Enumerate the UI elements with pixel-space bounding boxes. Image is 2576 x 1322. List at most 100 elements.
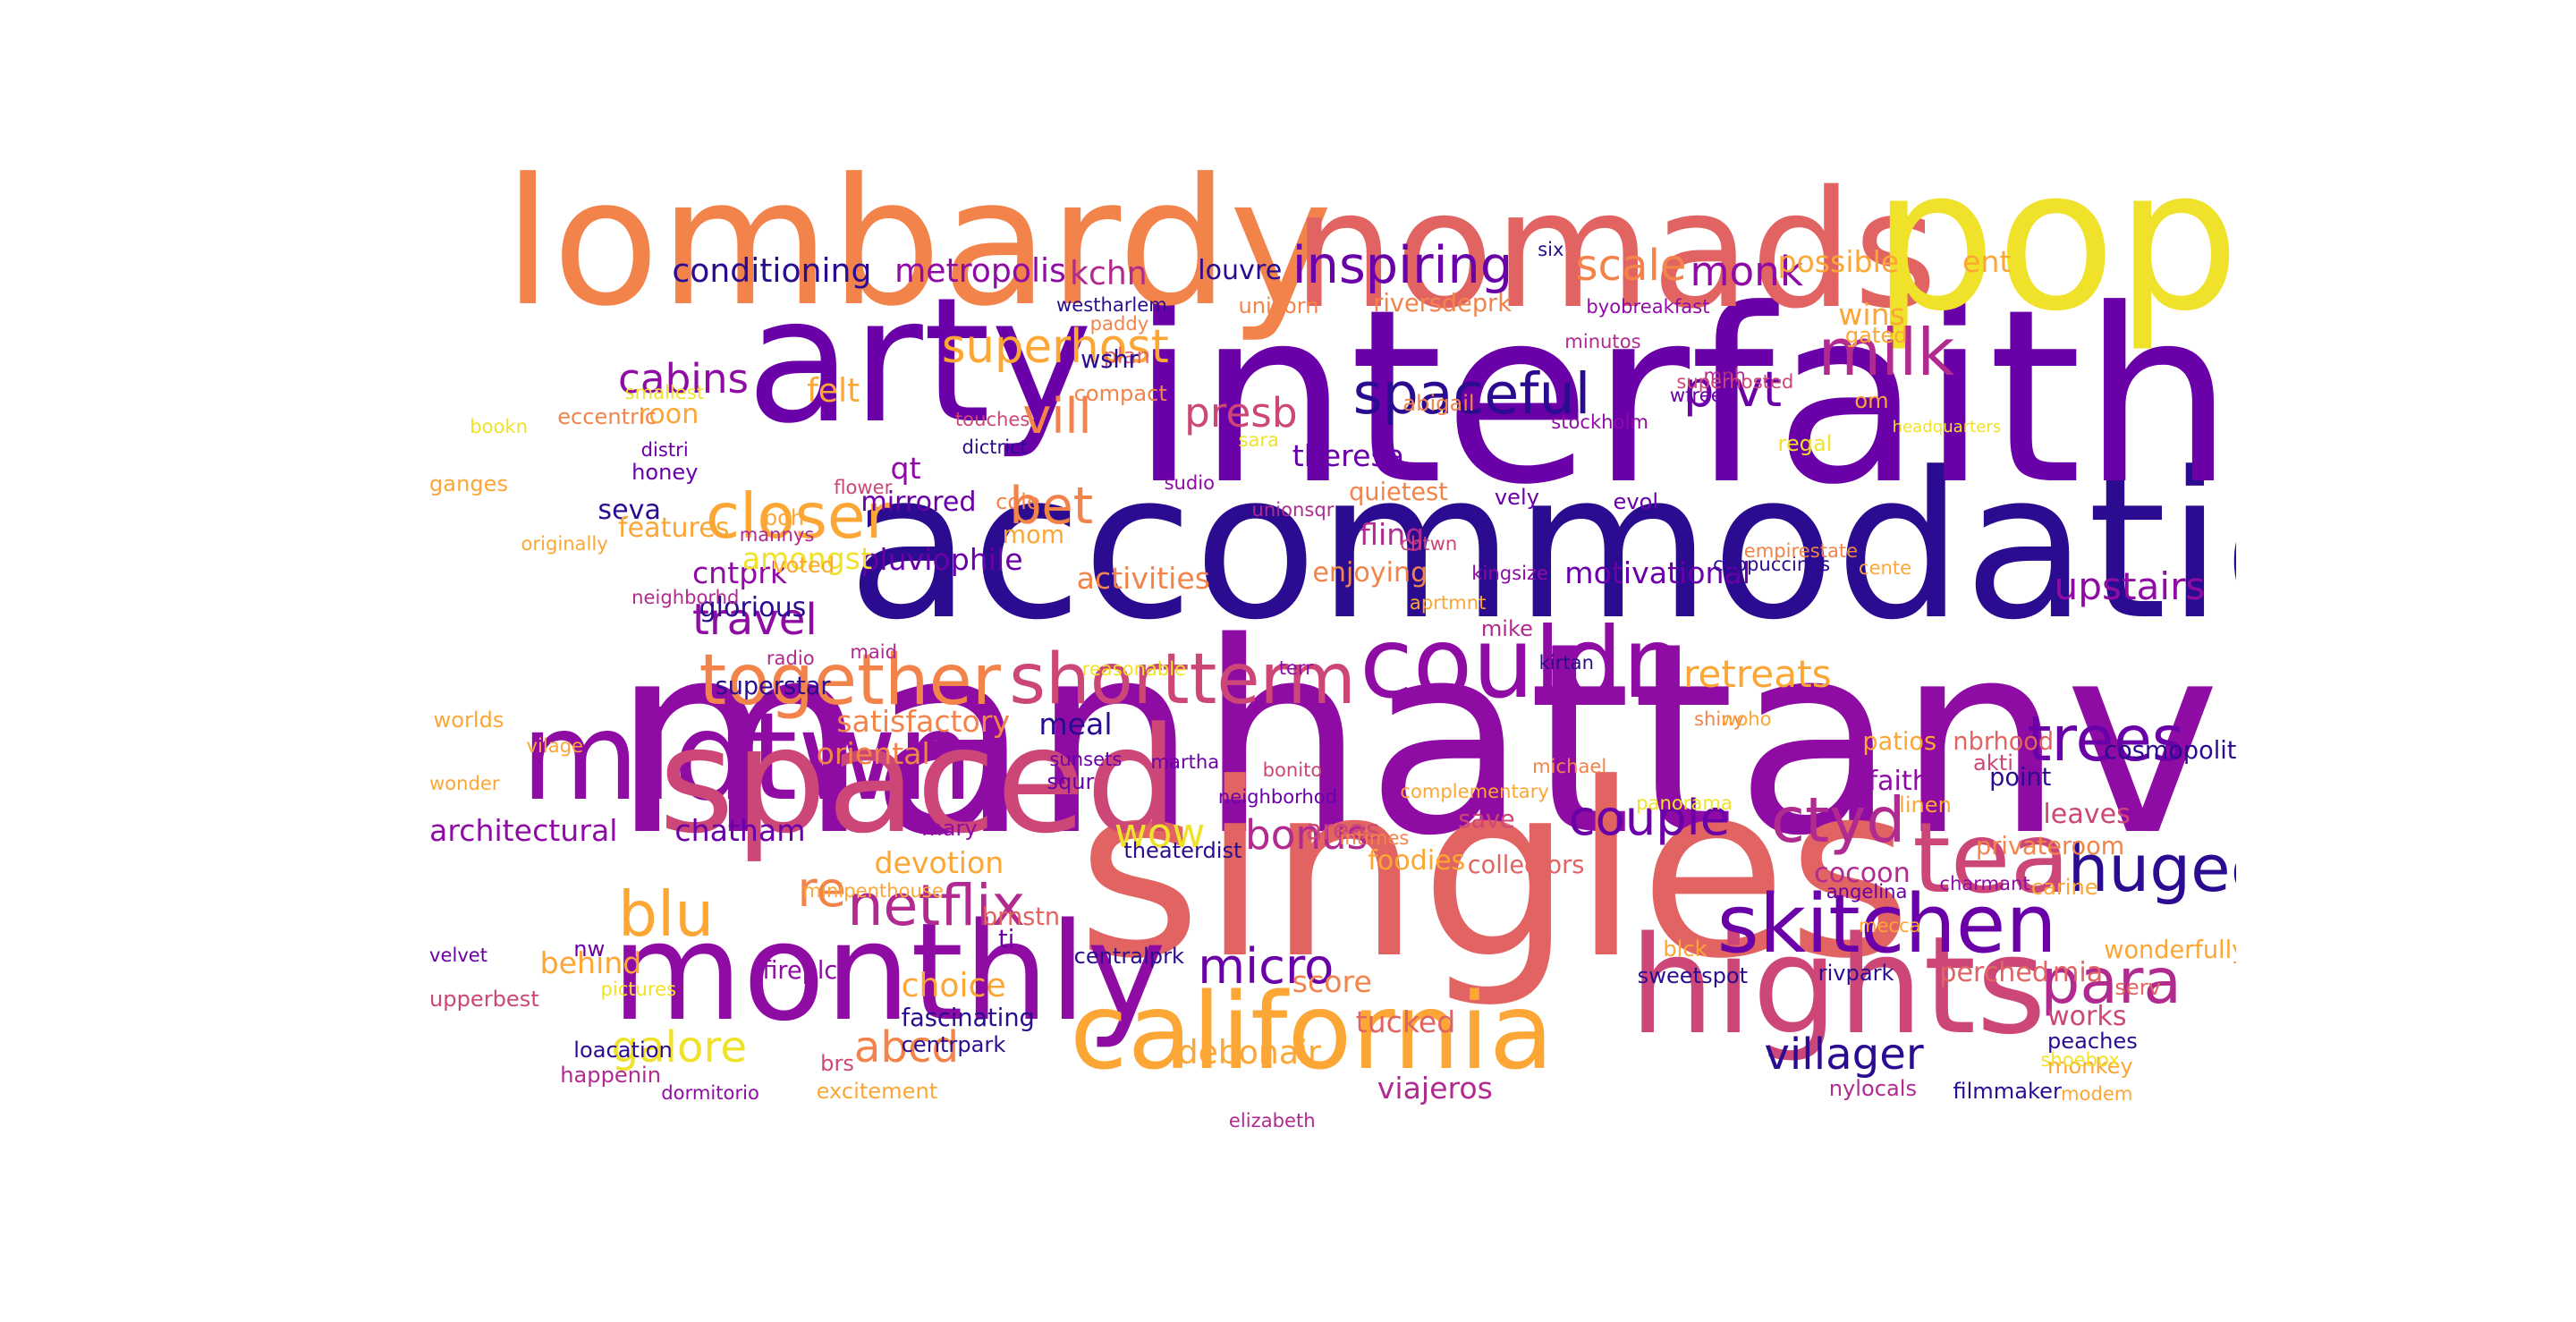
word: hights	[1629, 906, 2046, 1064]
word: vely	[1494, 485, 1539, 511]
word: midtwn	[521, 686, 974, 828]
word: sudio	[1164, 471, 1216, 495]
word: akti	[1973, 750, 2013, 776]
word: travel	[691, 595, 818, 646]
word: california	[1070, 970, 1554, 1093]
word: martha	[1150, 750, 1220, 774]
word: viajeros	[1377, 1071, 1493, 1106]
word: fascinating	[901, 1004, 1035, 1032]
word: architectural	[429, 813, 618, 849]
word: neighborhod	[1217, 785, 1338, 809]
word: scale	[1575, 240, 1687, 291]
word: headquarters	[1892, 417, 2002, 436]
word: kingsize	[1471, 562, 1549, 585]
word: para	[2040, 946, 2182, 1019]
word: couple	[1568, 790, 1731, 847]
word: fireplcs	[762, 956, 851, 985]
word: satisfactory	[836, 704, 1011, 740]
word: maid	[850, 640, 898, 663]
word: nbrhood	[1953, 727, 2055, 756]
word: bonito	[1262, 758, 1323, 782]
word: features	[618, 512, 730, 544]
word: monkey	[2046, 1054, 2133, 1080]
word: superhosted	[1676, 370, 1794, 394]
word: felt	[807, 371, 860, 411]
word: sara	[1238, 428, 1279, 451]
word: spaced	[658, 697, 1179, 867]
word: mirrored	[860, 487, 977, 519]
word: cente	[1858, 556, 1912, 580]
word: score	[1292, 963, 1372, 999]
word: metropolis	[894, 251, 1066, 291]
word: wow	[1114, 809, 1206, 858]
word: upstairs	[2054, 564, 2206, 608]
word: chatham	[674, 813, 806, 849]
word: milk	[1818, 315, 1955, 391]
word: modem	[2061, 1082, 2133, 1106]
word: ti	[998, 926, 1015, 954]
word: wonderfully	[2104, 936, 2236, 965]
word: retreats	[1682, 651, 1832, 696]
word: spaceful	[1352, 360, 1591, 427]
word: blck	[1663, 936, 1707, 962]
word: oriental	[816, 736, 930, 772]
word: dormitorio	[661, 1080, 759, 1104]
word: villager	[1764, 1029, 1924, 1080]
word: pop	[1871, 157, 2236, 354]
word: areas	[1305, 814, 1380, 846]
word: shoebox	[2040, 1048, 2120, 1072]
word: glorious	[699, 591, 807, 623]
word: compact	[1073, 381, 1167, 407]
word: stockholm	[1551, 411, 1648, 434]
word: couldn	[1360, 606, 1684, 720]
word: gated	[1844, 323, 1908, 349]
word: leaves	[2043, 798, 2131, 830]
word: originally	[521, 532, 608, 555]
word: unionsqr	[1251, 498, 1335, 521]
word: chtwn	[1400, 532, 1458, 555]
word: blu	[618, 879, 715, 952]
word: brs	[820, 1051, 854, 1077]
word: ganges	[429, 471, 509, 497]
word: smallest	[624, 381, 705, 404]
word: mary	[921, 815, 978, 841]
word: wfree	[1669, 384, 1723, 407]
word: choice	[901, 966, 1006, 1004]
word: collectors	[1467, 852, 1585, 880]
word: voted	[773, 552, 835, 578]
word: amongst	[741, 540, 872, 576]
word: panorama	[1636, 791, 1733, 814]
word: kirtan	[1538, 650, 1594, 674]
word: trees	[2027, 704, 2184, 776]
word: loacation	[573, 1038, 673, 1064]
word: presb	[1184, 388, 1298, 436]
word: skitchen	[1716, 877, 2057, 972]
word: centralprk	[1073, 943, 1184, 969]
word: om	[1854, 387, 1889, 413]
word: shortterm	[1009, 638, 1356, 720]
word: nw	[573, 936, 606, 962]
word: superstar	[715, 672, 831, 700]
word: elizabeth	[1228, 1109, 1316, 1132]
word: bonus	[1245, 810, 1368, 859]
word: unicorn	[1238, 293, 1319, 319]
word: serv	[2114, 974, 2161, 1000]
word: bookn	[470, 414, 529, 437]
word: tea	[1912, 801, 2071, 916]
word: honey	[631, 459, 699, 485]
word: cosmopolitan	[2104, 737, 2236, 766]
word: happenin	[560, 1062, 661, 1088]
word: velvet	[429, 943, 488, 966]
word: six	[1538, 238, 1564, 261]
word: aprtmnt	[1409, 591, 1487, 614]
word: enjoying	[1312, 556, 1428, 589]
word: shiny	[1694, 708, 1745, 731]
word: squr	[1046, 769, 1095, 795]
word: cabins	[618, 355, 750, 403]
word: plan	[1103, 343, 1150, 369]
word: meal	[1038, 707, 1113, 742]
word: prvt	[1682, 360, 1783, 418]
word: reasonable	[1081, 657, 1187, 681]
word: ctyd	[1770, 784, 1906, 857]
word: quietest	[1349, 478, 1448, 506]
